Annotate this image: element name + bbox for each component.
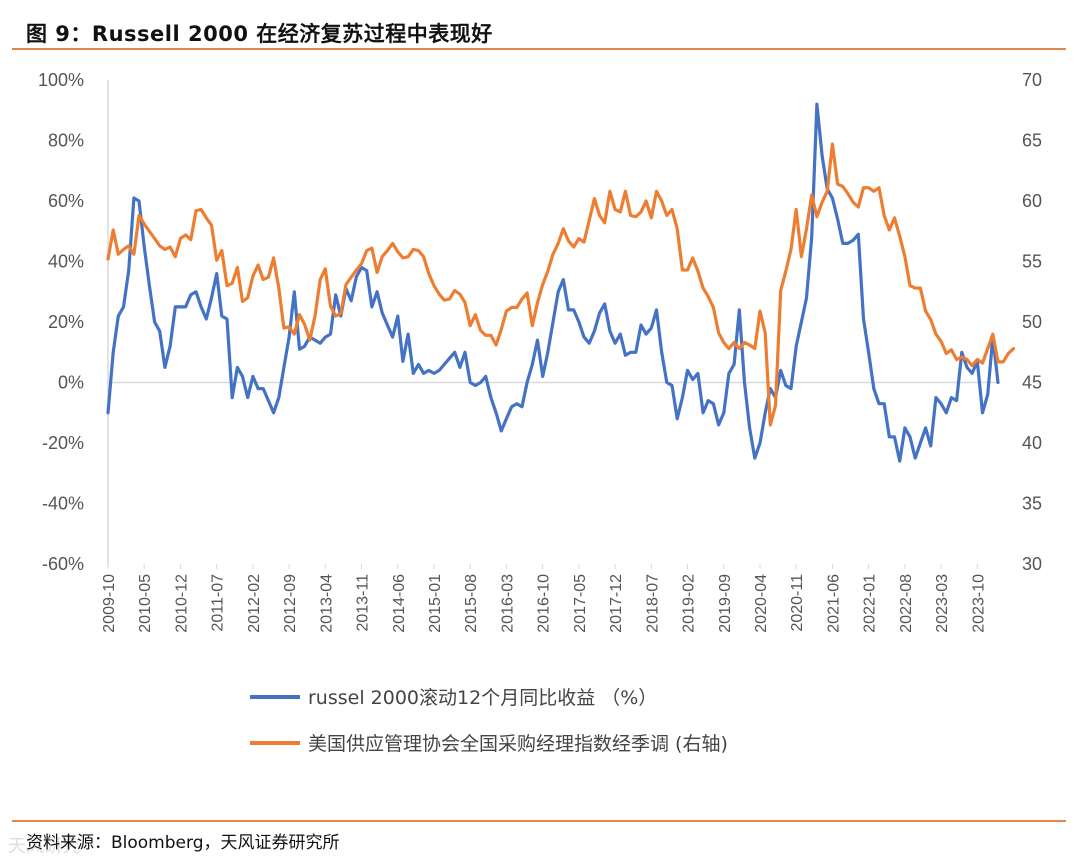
x-tick-label: 2014-06	[391, 574, 408, 633]
x-tick-label: 2019-02	[681, 574, 698, 633]
x-tick-label: 2016-10	[536, 574, 553, 633]
y-left-tick-label: 60%	[48, 191, 84, 211]
series-line-russell-yoy	[106, 102, 1000, 463]
y-left-tick-label: 0%	[58, 373, 84, 393]
x-tick-label: 2009-10	[101, 574, 118, 633]
x-tick-label: 2022-01	[862, 574, 879, 633]
x-tick-label: 2019-09	[717, 574, 734, 633]
x-tick-label: 2012-09	[282, 574, 299, 633]
y-right-tick-label: 50	[1022, 312, 1042, 332]
legend-label-ism: 美国供应管理协会全国采购经理指数经季调 (右轴)	[308, 733, 728, 755]
x-tick-label: 2010-05	[137, 574, 154, 633]
y-right-tick-label: 70	[1022, 70, 1042, 90]
x-tick-label: 2012-02	[246, 574, 263, 633]
y-right-tick-label: 60	[1022, 191, 1042, 211]
y-right-tick-label: 30	[1022, 554, 1042, 574]
x-tick-label: 2020-11	[789, 574, 806, 632]
x-tick-label: 2015-01	[427, 574, 444, 633]
x-tick-label: 2021-06	[825, 574, 842, 633]
x-tick-label: 2013-04	[318, 574, 335, 633]
x-tick-label: 2018-07	[644, 574, 661, 633]
y-left-tick-label: 20%	[48, 312, 84, 332]
x-tick-label: 2013-11	[355, 574, 372, 632]
x-tick-label: 2015-08	[463, 574, 480, 633]
x-tick-label: 2023-10	[970, 574, 987, 633]
legend-label-russell: russel 2000滚动12个月同比收益 （%）	[308, 687, 657, 709]
y-right-tick-label: 35	[1022, 494, 1042, 514]
y-left-tick-label: 80%	[48, 131, 84, 151]
y-right-tick-label: 40	[1022, 433, 1042, 453]
y-right-tick-label: 55	[1022, 252, 1042, 272]
y-axis-right: 70 65 60 55 50 45 40 35 30	[1022, 70, 1042, 574]
source-note: 资料来源：Bloomberg，天风证券研究所	[26, 833, 340, 853]
x-axis-ticks: 2009-10 2010-05 2010-12 2011-07 2012-02 2012-…	[101, 564, 987, 633]
y-right-tick-label: 45	[1022, 373, 1042, 393]
line-chart: 100% 80% 60% 40% 20% 0% -20% -40% -60% 70 65 60 55 5…	[38, 70, 1042, 755]
y-left-tick-label: -60%	[42, 554, 84, 574]
x-tick-label: 2023-03	[934, 574, 951, 633]
x-tick-label: 2020-04	[753, 574, 770, 633]
legend: russel 2000滚动12个月同比收益 （%） 美国供应管理协会全国采购经理…	[250, 687, 728, 755]
chart-title: 图 9：Russell 2000 在经济复苏过程中表现好	[26, 22, 493, 46]
y-left-tick-label: 40%	[48, 252, 84, 272]
bottom-divider	[12, 820, 1066, 822]
y-right-tick-label: 65	[1022, 131, 1042, 151]
y-left-tick-label: -20%	[42, 433, 84, 453]
x-tick-label: 2017-05	[572, 574, 589, 633]
y-left-tick-label: -40%	[42, 494, 84, 514]
series-line-ism-pmi	[106, 142, 1016, 427]
x-tick-label: 2017-12	[608, 574, 625, 633]
x-tick-label: 2010-12	[173, 574, 190, 633]
x-tick-label: 2011-07	[210, 574, 227, 632]
y-left-tick-label: 100%	[38, 70, 84, 90]
x-tick-label: 2016-03	[499, 574, 516, 633]
top-divider	[12, 48, 1066, 50]
x-tick-label: 2022-08	[898, 574, 915, 633]
y-axis-left: 100% 80% 60% 40% 20% 0% -20% -40% -60%	[38, 70, 84, 574]
